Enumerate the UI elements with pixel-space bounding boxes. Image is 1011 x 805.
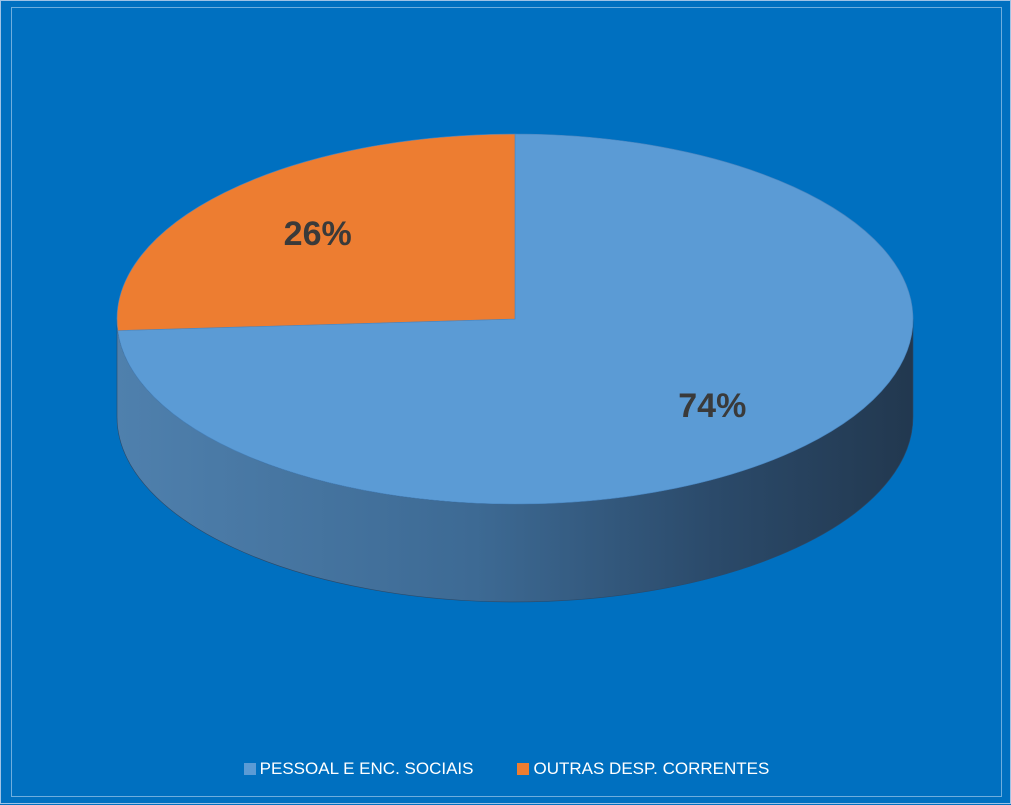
legend-item-pessoal[interactable]: PESSOAL E ENC. SOCIAIS: [243, 759, 474, 779]
data-label-outras: 26%: [284, 215, 352, 253]
legend-swatch-outras: [517, 763, 530, 775]
legend-swatch-pessoal: [243, 763, 256, 775]
chart-legend: PESSOAL E ENC. SOCIAIS OUTRAS DESP. CORR…: [1, 759, 1011, 779]
pie-slice-outras: [116, 133, 516, 331]
legend-item-outras[interactable]: OUTRAS DESP. CORRENTES: [517, 759, 769, 779]
legend-label-pessoal: PESSOAL E ENC. SOCIAIS: [259, 759, 474, 778]
data-label-pessoal: 74%: [678, 387, 746, 425]
pie-slice-pessoal: [117, 133, 914, 505]
legend-label-outras: OUTRAS DESP. CORRENTES: [533, 759, 770, 778]
